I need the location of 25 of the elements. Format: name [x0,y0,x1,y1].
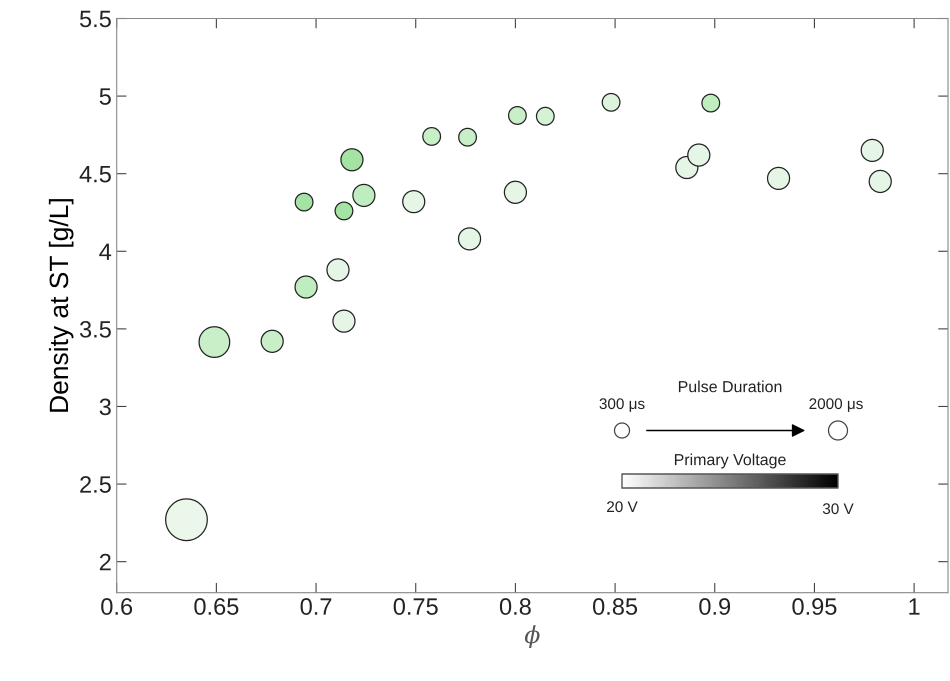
y-tick-label: 5.5 [80,10,111,28]
y-tick-label: 2 [100,554,111,570]
y-tick-label: 4.5 [80,166,111,182]
x-tick-label: 0.7 [300,598,332,615]
annotation: 30 V [822,503,854,514]
x-tick-label: 0.95 [792,598,836,615]
x-tick-label: 0.9 [699,598,730,615]
annotation: 2000 μs [809,398,863,412]
y-axis-title: Density at ST [g/L] [48,199,74,412]
annotation: 300 μs [599,398,645,412]
y-tick-label: 5 [100,88,111,105]
annotation: Pulse Duration [678,380,782,392]
x-tick-label: 0.85 [593,598,638,615]
x-tick-label: 0.6 [101,598,132,615]
y-tick-label: 3 [100,398,111,416]
y-tick-label: 3.5 [80,320,111,338]
y-tick-label: 2.5 [80,476,111,493]
x-tick-label: 1 [909,598,920,615]
x-tick-label: 0.65 [194,598,238,615]
annotation: 20 V [607,501,638,512]
x-tick-label: 0.8 [500,598,531,615]
x-tick-label: 0.75 [394,598,438,615]
x-axis-title: ϕ [524,625,540,648]
annotation: Primary Voltage [674,454,786,468]
y-tick-label: 4 [99,244,112,260]
